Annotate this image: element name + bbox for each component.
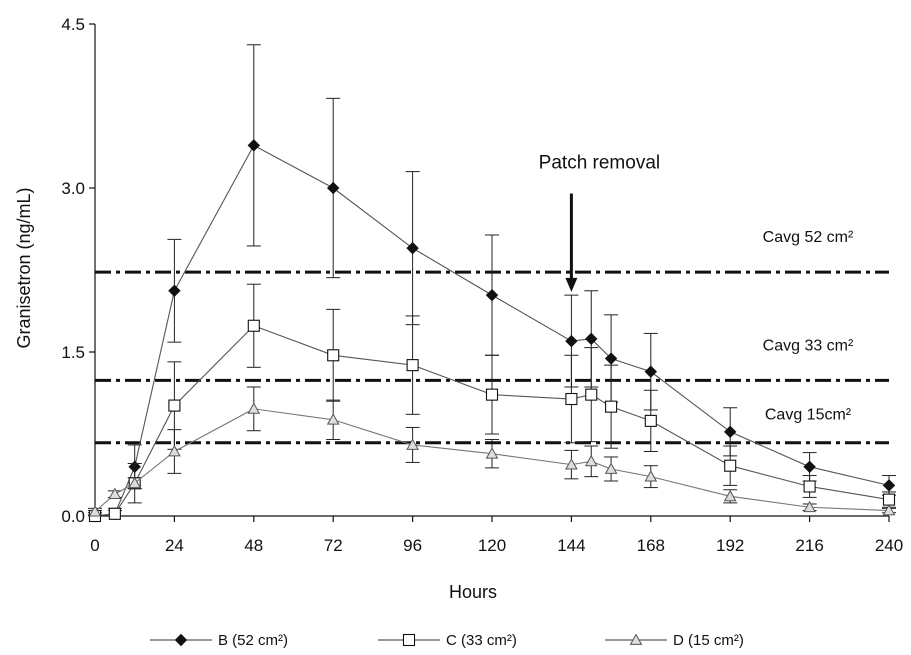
data-point	[168, 399, 181, 412]
y-tick-label: 4.5	[61, 15, 85, 34]
data-point	[565, 458, 578, 470]
x-tick-label: 120	[478, 536, 506, 555]
data-point	[585, 332, 598, 346]
data-point	[604, 462, 618, 474]
data-point	[108, 487, 122, 500]
x-tick-label: 0	[90, 536, 99, 555]
legend-label: D (15 cm²)	[673, 632, 744, 649]
legend-marker	[174, 633, 188, 647]
data-point	[327, 349, 340, 362]
x-tick-label: 72	[324, 536, 343, 555]
data-point	[605, 400, 618, 413]
data-point	[723, 489, 737, 502]
data-point	[406, 438, 419, 450]
legend-item: C (33 cm²)	[378, 632, 517, 649]
data-point	[108, 507, 121, 520]
x-tick-label: 96	[403, 536, 422, 555]
data-point	[803, 500, 816, 513]
y-tick-label: 1.5	[61, 343, 85, 362]
data-point	[485, 447, 499, 459]
data-point	[168, 284, 181, 297]
series-triangle	[88, 386, 896, 517]
x-tick-label: 192	[716, 536, 744, 555]
data-point	[803, 480, 816, 493]
x-axis-title: Hours	[449, 582, 497, 602]
data-point	[723, 425, 737, 439]
data-point	[128, 476, 142, 489]
x-tick-label: 216	[795, 536, 823, 555]
data-point	[585, 388, 598, 401]
data-point	[584, 454, 598, 467]
data-point	[882, 504, 896, 516]
x-tick-label: 144	[557, 536, 585, 555]
legend-marker	[629, 633, 643, 645]
legend-label: C (33 cm²)	[446, 632, 517, 649]
legend: B (52 cm²) C (33 cm²) D (15 cm²)	[150, 632, 744, 649]
data-point	[406, 241, 419, 255]
data-point	[326, 413, 340, 425]
annotations: Patch removal	[539, 152, 660, 292]
data-point	[724, 459, 737, 472]
data-point	[882, 493, 896, 506]
data-point	[644, 365, 658, 378]
data-point	[803, 460, 816, 474]
data-point	[604, 352, 618, 365]
data-point	[247, 139, 261, 152]
y-tick-label: 3.0	[61, 179, 85, 198]
data-point	[247, 402, 261, 414]
data-point	[168, 444, 181, 457]
patch-removal-label: Patch removal	[539, 152, 660, 173]
data-point	[326, 181, 340, 195]
data-point	[406, 359, 419, 372]
legend-label: B (52 cm²)	[218, 632, 288, 649]
data-point	[565, 392, 578, 406]
x-tick-label: 48	[244, 536, 263, 555]
legend-item: D (15 cm²)	[605, 632, 744, 649]
data-point	[485, 288, 499, 302]
data-point	[644, 470, 658, 482]
patch-removal-arrow-head	[565, 277, 578, 292]
y-tick-label: 0.0	[61, 507, 85, 526]
cavg-reference-label: Cavg 52 cm²	[763, 229, 854, 246]
legend-item: B (52 cm²)	[150, 632, 288, 649]
series-square	[88, 283, 896, 523]
data-point	[485, 388, 499, 401]
data-point	[644, 414, 657, 427]
data-point	[882, 479, 896, 492]
series-layer	[88, 44, 896, 523]
x-tick-label: 24	[165, 536, 184, 555]
y-axis-title: Granisetron (ng/mL)	[14, 187, 34, 348]
x-tick-label: 240	[875, 536, 903, 555]
cavg-reference-label: Cavg 33 cm²	[763, 337, 854, 354]
data-point	[247, 319, 260, 332]
data-point	[88, 505, 102, 517]
x-tick-label: 168	[637, 536, 665, 555]
data-point	[565, 334, 578, 348]
legend-marker	[402, 633, 416, 647]
cavg-reference-label: Cavg 15cm²	[765, 407, 852, 424]
axes: 0 24 48 72 96 120 144 168 192 216 240 0.0 1.5 3.0 4.5	[61, 15, 903, 555]
